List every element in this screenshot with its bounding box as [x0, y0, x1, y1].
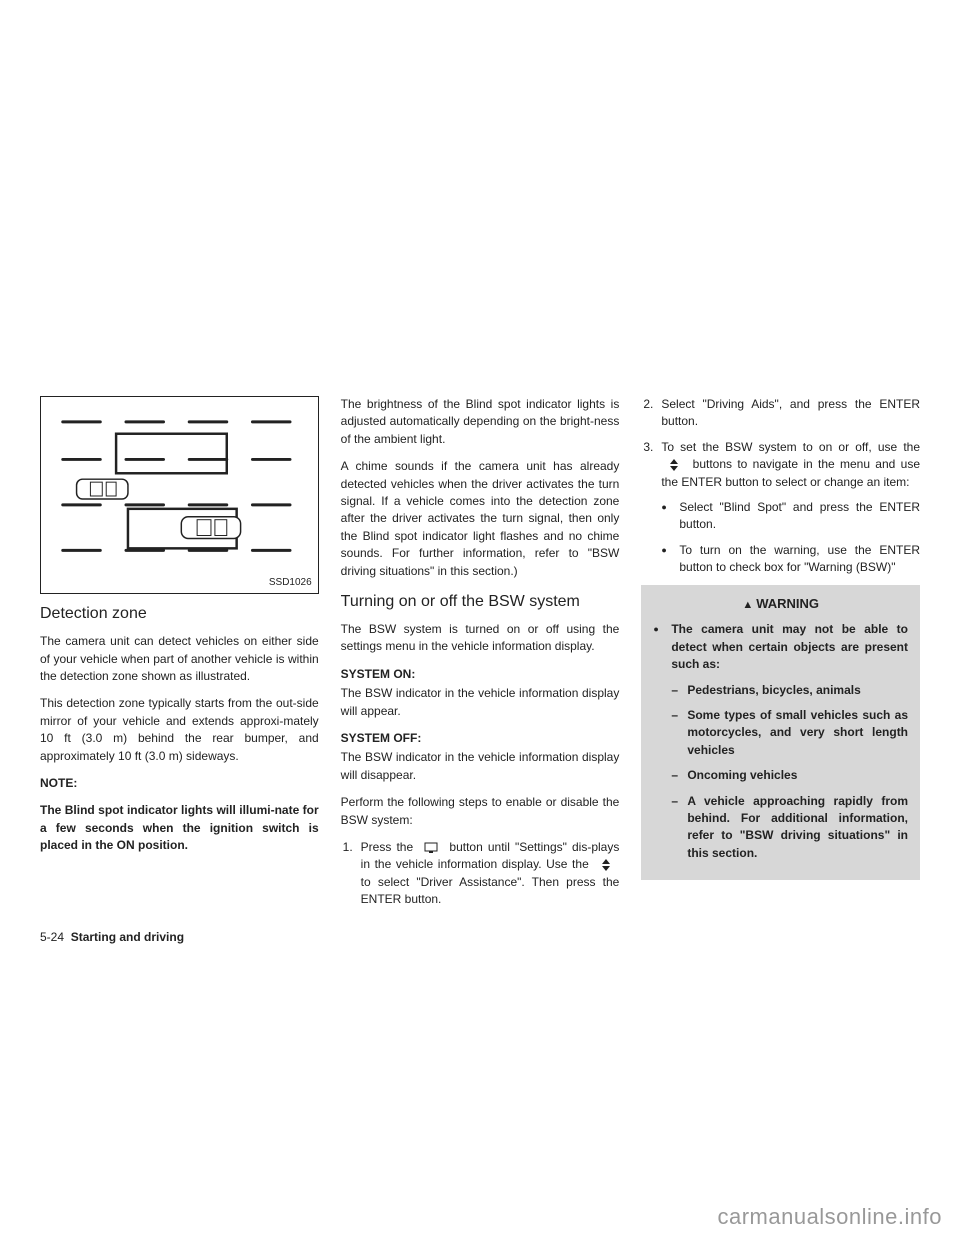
detection-zone-figure: SSD1026: [40, 396, 319, 594]
page-footer: 5-24 Starting and driving: [40, 930, 184, 944]
system-off-label: SYSTEM OFF:: [341, 730, 620, 747]
page-number: 5-24: [40, 930, 64, 944]
column-middle: The brightness of the Blind spot indicat…: [341, 396, 620, 917]
step-1: 1. Press the button until "Settings" dis…: [341, 839, 620, 909]
step-list-cont: 2.Select "Driving Aids", and press the E…: [641, 396, 920, 577]
system-on-label: SYSTEM ON:: [341, 666, 620, 683]
para: The BSW indicator in the vehicle informa…: [341, 685, 620, 720]
step-text: to select "Driver Assistance". Then pres…: [361, 875, 620, 906]
para: This detection zone typically starts fro…: [40, 695, 319, 765]
step-text: To set the BSW system to on or off, use …: [661, 440, 920, 454]
heading-bsw-toggle: Turning on or off the BSW system: [341, 590, 620, 613]
detection-zone-svg: [41, 397, 318, 593]
step-text: Press the: [361, 840, 413, 854]
up-down-icon: [667, 459, 681, 471]
para: The camera unit can detect vehicles on e…: [40, 633, 319, 685]
display-button-icon: [424, 842, 438, 854]
warning-item: A vehicle approaching rapidly from behin…: [671, 793, 908, 863]
step-2: 2.Select "Driving Aids", and press the E…: [641, 396, 920, 431]
para: The BSW indicator in the vehicle informa…: [341, 749, 620, 784]
step-text: buttons to navigate in the menu and use …: [661, 457, 920, 488]
warning-item: Oncoming vehicles: [671, 767, 908, 784]
para: A chime sounds if the camera unit has al…: [341, 458, 620, 580]
warning-title: WARNING: [653, 595, 908, 614]
step-list: 1. Press the button until "Settings" dis…: [341, 839, 620, 909]
step-text: Select "Driving Aids", and press the ENT…: [661, 397, 920, 428]
para: The BSW system is turned on or off using…: [341, 621, 620, 656]
column-left: SSD1026 Detection zone The camera unit c…: [40, 396, 319, 917]
para: The brightness of the Blind spot indicat…: [341, 396, 620, 448]
warning-bullets: The camera unit may not be able to detec…: [653, 621, 908, 862]
warning-intro-text: The camera unit may not be able to detec…: [671, 622, 908, 671]
warning-item: Some types of small vehicles such as mot…: [671, 707, 908, 759]
warning-box: WARNING The camera unit may not be able …: [641, 585, 920, 881]
note-label: NOTE:: [40, 775, 319, 792]
sub-bullet: To turn on the warning, use the ENTER bu…: [661, 542, 920, 577]
page-content: SSD1026 Detection zone The camera unit c…: [40, 396, 920, 917]
column-right: 2.Select "Driving Aids", and press the E…: [641, 396, 920, 917]
note-text: The Blind spot indicator lights will ill…: [40, 802, 319, 854]
watermark: carmanualsonline.info: [717, 1204, 942, 1230]
sub-bullets: Select "Blind Spot" and press the ENTER …: [661, 499, 920, 577]
warning-intro: The camera unit may not be able to detec…: [653, 621, 908, 862]
step-3: 3. To set the BSW system to on or off, u…: [641, 439, 920, 577]
heading-detection-zone: Detection zone: [40, 602, 319, 625]
warning-item: Pedestrians, bicycles, animals: [671, 682, 908, 699]
section-title: Starting and driving: [71, 930, 184, 944]
figure-label: SSD1026: [269, 576, 312, 591]
up-down-icon: [599, 859, 613, 871]
sub-bullet: Select "Blind Spot" and press the ENTER …: [661, 499, 920, 534]
para: Perform the following steps to enable or…: [341, 794, 620, 829]
warning-dash-list: Pedestrians, bicycles, animals Some type…: [671, 682, 908, 863]
